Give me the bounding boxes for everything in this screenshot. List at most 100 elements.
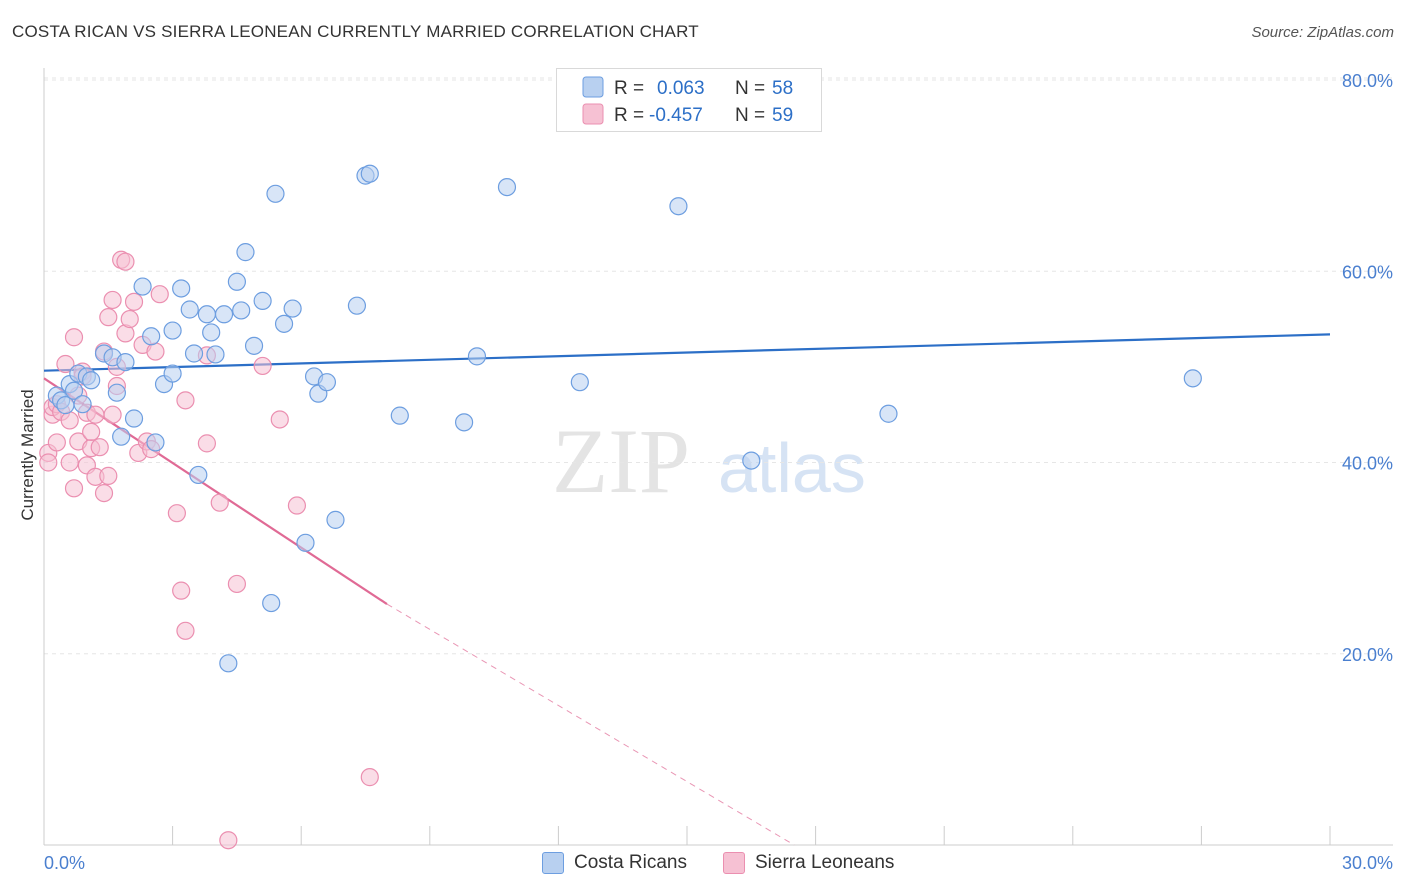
sierra-leonean-point-24 — [94, 484, 114, 503]
sierra-leonean-point-27 — [103, 290, 122, 310]
legend-swatch-sierra-leoneans — [723, 852, 745, 874]
costa-rican-point-16 — [142, 327, 161, 346]
sierra-leonean-point-50 — [227, 574, 246, 594]
costa-rican-point-38 — [283, 299, 302, 318]
costa-rican-point-20 — [163, 321, 182, 340]
costa-rican-point-36 — [266, 184, 285, 203]
axes — [43, 68, 1393, 846]
costa-rican-point-15 — [133, 277, 152, 296]
legend-swatch-costa-ricans — [542, 852, 564, 874]
legend-label-costa-ricans: Costa Ricans — [574, 852, 687, 873]
costa-rican-point-21 — [172, 279, 191, 298]
costa-rican-point-27 — [206, 345, 225, 364]
sierra-leonean-point-8 — [60, 411, 79, 430]
costa-rican-point-11 — [107, 383, 126, 402]
costa-rican-point-44 — [347, 296, 367, 315]
costa-rican-point-33 — [244, 336, 264, 355]
sierra-leonean-point-5 — [47, 433, 66, 452]
costa-rican-point-8 — [82, 371, 101, 390]
chart-title: COSTA RICAN VS SIERRA LEONEAN CURRENTLY … — [12, 22, 699, 41]
costa-rican-point-51 — [570, 373, 589, 392]
costa-rican-point-35 — [262, 593, 281, 613]
legend-swatch-blue — [582, 76, 604, 98]
x-tick-label-max: 30.0% — [1342, 853, 1393, 873]
sierra-leonean-point-34 — [120, 309, 139, 329]
costa-rican-points — [47, 164, 1202, 673]
costa-rican-point-24 — [189, 465, 208, 485]
costa-rican-point-53 — [742, 451, 761, 470]
costa-rican-point-46 — [360, 164, 379, 183]
costa-rican-point-6 — [73, 395, 92, 414]
sierra-leonean-point-1 — [39, 453, 58, 472]
legend-r-value-2: -0.457 — [649, 105, 703, 126]
legend-r-label-2: R = — [614, 105, 644, 126]
sierra-leonean-point-48 — [210, 493, 229, 512]
costa-rican-point-25 — [197, 305, 216, 324]
source-label: Source: ZipAtlas.com — [1251, 24, 1394, 41]
costa-rican-point-23 — [184, 344, 204, 363]
sierra-leonean-point-43 — [172, 581, 191, 600]
costa-rican-point-37 — [274, 314, 294, 333]
costa-rican-point-52 — [669, 197, 688, 216]
sierra-leonean-point-47 — [197, 434, 216, 453]
costa-rican-point-54 — [879, 404, 898, 423]
tick-labels: 20.0% 40.0% 60.0% 80.0% 0.0% 30.0% — [44, 71, 1393, 873]
watermark-atlas: atlas — [718, 429, 866, 507]
trend-line-costa-ricans — [43, 333, 1331, 372]
legend-n-label-1: N = — [735, 78, 765, 99]
legend-n-value-1: 58 — [772, 78, 793, 99]
costa-rican-point-49 — [467, 347, 487, 366]
stats-legend: R = 0.063 N = 58 R = -0.457 N = 59 — [556, 68, 822, 132]
costa-rican-point-12 — [112, 427, 131, 446]
costa-rican-point-48 — [454, 413, 474, 432]
costa-rican-point-55 — [1183, 369, 1202, 388]
costa-rican-point-50 — [497, 178, 517, 197]
legend-label-sierra-leoneans: Sierra Leoneans — [755, 852, 895, 873]
legend-item-sierra-leoneans: Sierra Leoneans — [723, 852, 894, 874]
costa-rican-point-26 — [202, 323, 221, 342]
sierra-leonean-point-42 — [167, 504, 186, 523]
sierra-leonean-point-52 — [270, 410, 289, 429]
y-tick-label-40: 40.0% — [1342, 454, 1393, 474]
costa-rican-point-43 — [326, 510, 345, 529]
costa-rican-point-22 — [180, 300, 199, 319]
costa-rican-point-39 — [296, 533, 315, 552]
costa-rican-point-14 — [124, 409, 144, 428]
sierra-leonean-point-41 — [150, 285, 169, 304]
costa-rican-point-17 — [146, 433, 165, 452]
costa-rican-point-42 — [317, 373, 337, 392]
legend-n-label-2: N = — [735, 105, 765, 126]
sierra-leonean-point-26 — [99, 466, 118, 485]
sierra-leonean-point-49 — [219, 831, 238, 850]
costa-rican-point-19 — [163, 364, 182, 383]
costa-rican-point-47 — [390, 406, 409, 425]
legend-item-costa-ricans: Costa Ricans — [542, 852, 687, 874]
costa-rican-point-28 — [214, 305, 234, 324]
sierra-leonean-point-53 — [287, 496, 307, 515]
y-tick-label-20: 20.0% — [1342, 645, 1393, 665]
sierra-leonean-point-9 — [60, 453, 79, 472]
costa-rican-point-30 — [227, 272, 246, 291]
costa-rican-point-34 — [253, 291, 272, 310]
sierra-leonean-point-45 — [176, 391, 195, 410]
legend-r-label-1: R = — [614, 78, 644, 99]
costa-rican-point-32 — [236, 243, 255, 262]
y-axis-title: Currently Married — [18, 389, 37, 520]
sierra-leonean-point-11 — [64, 479, 84, 498]
legend-swatch-pink — [582, 103, 604, 125]
sierra-leonean-point-40 — [146, 342, 165, 361]
costa-rican-point-29 — [219, 654, 238, 673]
costa-rican-point-4 — [64, 381, 84, 400]
sierra-leonean-point-28 — [103, 405, 122, 424]
sierra-leonean-point-54 — [360, 768, 379, 787]
x-tick-label-min: 0.0% — [44, 853, 85, 873]
sierra-leonean-point-35 — [124, 292, 144, 311]
trend-line-sierra-leoneans-extension — [386, 603, 795, 846]
sierra-leonean-point-10 — [64, 328, 84, 347]
legend-r-value-1: 0.063 — [657, 78, 705, 99]
y-tick-label-60: 60.0% — [1342, 262, 1393, 282]
costa-rican-point-31 — [232, 301, 251, 320]
sierra-leonean-point-32 — [116, 252, 135, 271]
watermark-zip: ZIP — [552, 410, 690, 512]
